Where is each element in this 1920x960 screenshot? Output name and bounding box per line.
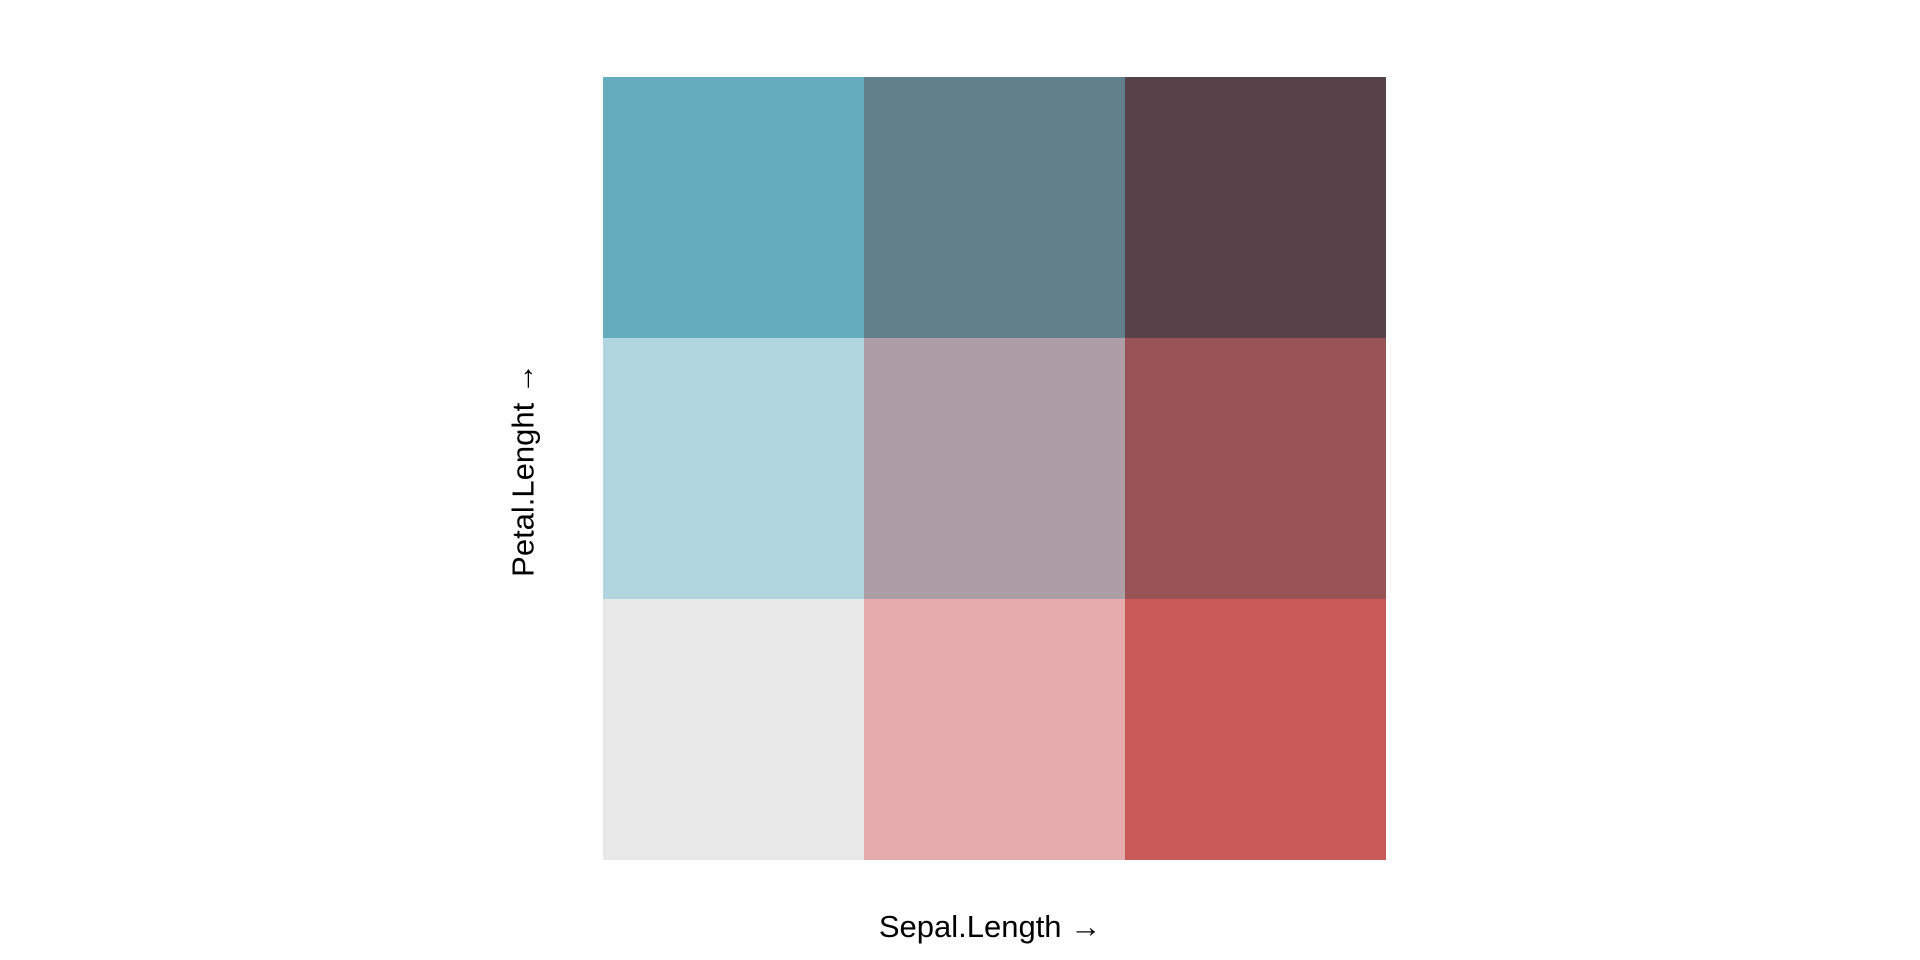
legend-cell-r2-c0 (603, 599, 864, 860)
legend-cell-r1-c1 (864, 338, 1125, 599)
legend-cell-r0-c2 (1125, 77, 1386, 338)
legend-cell-r1-c0 (603, 338, 864, 599)
legend-cell-r1-c2 (1125, 338, 1386, 599)
y-axis-label: Petal.Lenght → (505, 363, 541, 577)
legend-cell-r2-c1 (864, 599, 1125, 860)
legend-cell-r0-c1 (864, 77, 1125, 338)
legend-cell-r2-c2 (1125, 599, 1386, 860)
legend-cell-r0-c0 (603, 77, 864, 338)
x-axis-label: Sepal.Length → (878, 909, 1102, 944)
